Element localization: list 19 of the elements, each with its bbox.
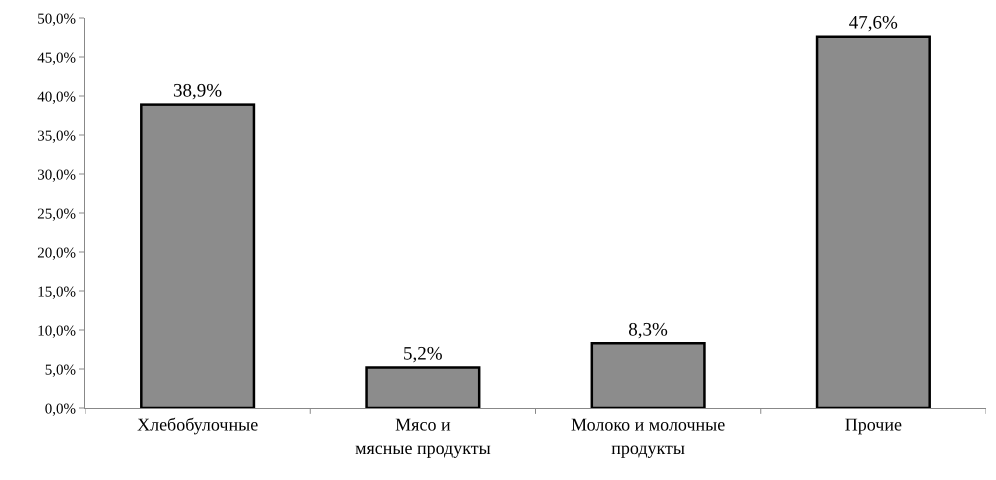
data-label: 8,3% xyxy=(628,319,668,340)
x-tick-label: Хлебобулочные xyxy=(137,414,258,435)
data-label: 47,6% xyxy=(848,12,898,34)
data-label: 38,9% xyxy=(173,80,222,102)
x-tick-label: Молоко и молочные продукты xyxy=(571,414,726,458)
y-tick-label: 50,0% xyxy=(37,11,76,28)
y-tick-label: 45,0% xyxy=(37,50,76,66)
y-tick-label: 5,0% xyxy=(44,362,76,378)
x-tick-label: Мясо и мясные продукты xyxy=(355,414,491,458)
y-tick-label: 30,0% xyxy=(37,167,76,184)
y-tick-label: 15,0% xyxy=(37,284,76,300)
data-label: 5,2% xyxy=(403,343,443,364)
y-tick-label: 10,0% xyxy=(37,323,76,340)
y-tick-label: 20,0% xyxy=(37,245,76,262)
y-tick-label: 40,0% xyxy=(37,89,76,106)
x-tick-label: Прочие xyxy=(844,414,902,435)
y-tick-label: 0,0% xyxy=(44,401,76,418)
y-tick-label: 25,0% xyxy=(37,206,76,222)
y-tick-label: 35,0% xyxy=(37,128,76,144)
